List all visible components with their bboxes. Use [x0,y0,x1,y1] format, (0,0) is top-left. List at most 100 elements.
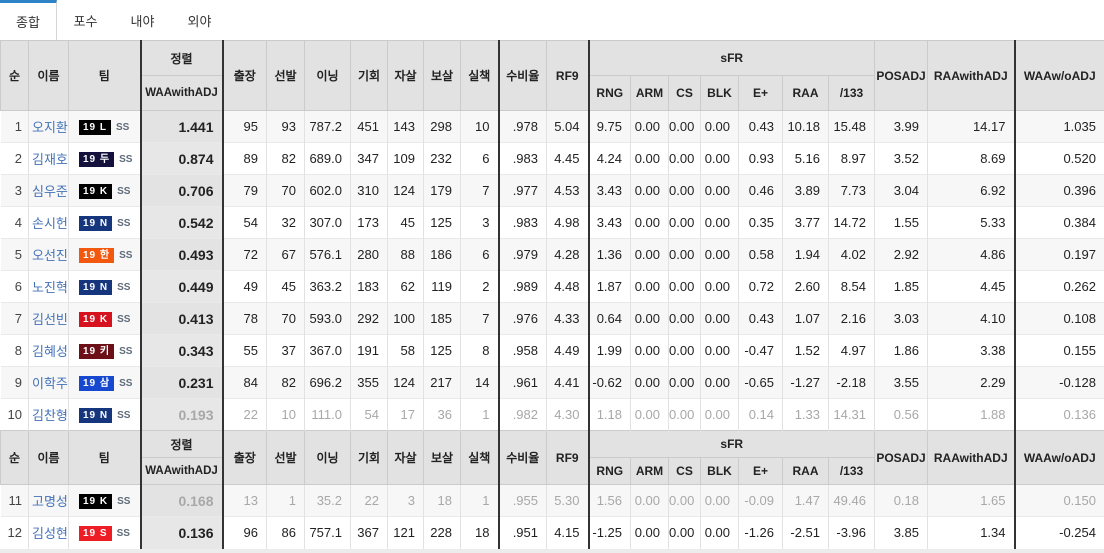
col-header-sfr-blk[interactable]: BLK [701,76,739,111]
col-header-sfr-133[interactable]: /133 [829,458,875,485]
team-badge[interactable]: 19 K [79,184,112,199]
tab-catcher[interactable]: 포수 [57,0,114,40]
team-badge[interactable]: 19 N [79,280,112,295]
team-badge[interactable]: 19 키 [79,344,114,359]
player-name-link[interactable]: 김찬형 [32,408,68,423]
col-header-raawithadj[interactable]: RAAwithADJ [928,431,1015,485]
player-name-link[interactable]: 오선진 [32,248,68,263]
col-header-team[interactable]: 팀 [69,431,141,485]
fpct-cell: .983 [499,207,547,239]
col-header-inn[interactable]: 이닝 [305,41,351,111]
arm-cell: 0.00 [631,517,669,549]
player-name-link[interactable]: 손시헌 [32,216,68,231]
team-badge[interactable]: 19 K [79,494,112,509]
a-cell: 185 [424,303,461,335]
col-header-sfr-group[interactable]: sFR [589,41,875,76]
col-header-sfr-arm[interactable]: ARM [631,458,669,485]
arm-cell: 0.00 [631,367,669,399]
ch-cell: 280 [351,239,388,271]
waawoadj-cell: -0.254 [1015,517,1104,549]
col-header-ch[interactable]: 기회 [351,431,388,485]
col-header-team[interactable]: 팀 [69,41,141,111]
player-name-link[interactable]: 고명성 [32,494,68,509]
col-header-fpct[interactable]: 수비율 [499,41,547,111]
player-name-link[interactable]: 심우준 [32,184,68,199]
team-badge[interactable]: 19 K [79,312,112,327]
col-header-sfr-cs[interactable]: CS [669,76,701,111]
col-header-rf9[interactable]: RF9 [547,431,589,485]
col-header-a[interactable]: 보살 [424,41,461,111]
col-header-sort[interactable]: 정렬 [141,431,223,458]
team-badge[interactable]: 19 N [79,216,112,231]
col-header-posadj[interactable]: POSADJ [875,431,928,485]
col-header-sfr-e+[interactable]: E+ [739,76,783,111]
col-header-sfr-group[interactable]: sFR [589,431,875,458]
col-header-po[interactable]: 자살 [388,41,424,111]
a-cell: 36 [424,399,461,431]
col-header-sort-metric[interactable]: WAAwithADJ [141,76,223,111]
player-name-link[interactable]: 김선빈 [32,312,68,327]
col-header-e[interactable]: 실책 [461,431,499,485]
col-header-sfr-e+[interactable]: E+ [739,458,783,485]
col-header-rank[interactable]: 순 [1,41,29,111]
col-header-inn[interactable]: 이닝 [305,431,351,485]
col-header-gs[interactable]: 선발 [267,431,305,485]
player-name-link[interactable]: 노진혁 [32,280,68,295]
col-header-a[interactable]: 보살 [424,431,461,485]
blk-cell: 0.00 [701,111,739,143]
col-header-rank[interactable]: 순 [1,431,29,485]
tab-infield[interactable]: 내야 [114,0,171,40]
team-badge[interactable]: 19 S [79,526,112,541]
tab-outfield[interactable]: 외야 [171,0,228,40]
raa-cell: 3.89 [783,175,829,207]
player-name-link[interactable]: 이학주 [32,376,68,391]
col-header-sfr-rng[interactable]: RNG [589,458,631,485]
team-badge[interactable]: 19 N [79,408,112,423]
g-cell: 49 [223,271,267,303]
sort-value-cell: 0.493 [141,239,223,271]
col-header-posadj[interactable]: POSADJ [875,41,928,111]
raa-cell: -2.51 [783,517,829,549]
rank-cell: 10 [1,399,29,431]
col-header-fpct[interactable]: 수비율 [499,431,547,485]
player-name-link[interactable]: 김혜성 [32,344,68,359]
col-header-sort-metric[interactable]: WAAwithADJ [141,458,223,485]
posadj-cell: 1.85 [875,271,928,303]
col-header-waawoadj[interactable]: WAAw/oADJ [1015,431,1104,485]
col-header-e[interactable]: 실책 [461,41,499,111]
player-name-link[interactable]: 오지환 [32,120,68,135]
tab-overall[interactable]: 종합 [0,0,57,40]
player-name-link[interactable]: 김성현 [32,526,68,541]
per133-cell: 14.72 [829,207,875,239]
col-header-name[interactable]: 이름 [29,431,69,485]
team-badge[interactable]: 19 한 [79,248,114,263]
cs-cell: 0.00 [669,239,701,271]
col-header-sfr-rng[interactable]: RNG [589,76,631,111]
col-header-po[interactable]: 자살 [388,431,424,485]
col-header-sfr-arm[interactable]: ARM [631,76,669,111]
col-header-sfr-133[interactable]: /133 [829,76,875,111]
col-header-name[interactable]: 이름 [29,41,69,111]
e-cell: 6 [461,143,499,175]
col-header-waawoadj[interactable]: WAAw/oADJ [1015,41,1104,111]
team-badge[interactable]: 19 삼 [79,376,114,391]
fpct-cell: .958 [499,335,547,367]
raawithadj-cell: 8.69 [928,143,1015,175]
col-header-sfr-raa[interactable]: RAA [783,76,829,111]
col-header-rf9[interactable]: RF9 [547,41,589,111]
team-badge[interactable]: 19 두 [79,152,114,167]
col-header-g[interactable]: 출장 [223,41,267,111]
col-header-sfr-raa[interactable]: RAA [783,458,829,485]
posadj-cell: 3.85 [875,517,928,549]
col-header-ch[interactable]: 기회 [351,41,388,111]
col-header-sfr-blk[interactable]: BLK [701,458,739,485]
col-header-sort[interactable]: 정렬 [141,41,223,76]
col-header-g[interactable]: 출장 [223,431,267,485]
team-badge[interactable]: 19 L [79,120,111,135]
col-header-raawithadj[interactable]: RAAwithADJ [928,41,1015,111]
waawoadj-cell: 0.155 [1015,335,1104,367]
player-name-link[interactable]: 김재호 [32,152,68,167]
col-header-gs[interactable]: 선발 [267,41,305,111]
col-header-sfr-cs[interactable]: CS [669,458,701,485]
